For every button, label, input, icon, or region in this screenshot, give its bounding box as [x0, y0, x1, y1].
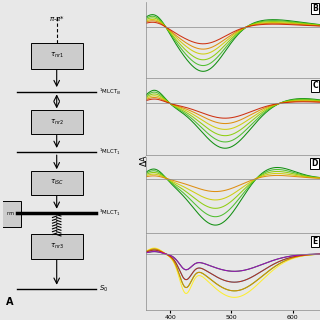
Text: ΔA: ΔA	[140, 154, 149, 166]
Text: C: C	[312, 82, 318, 91]
Text: E: E	[313, 237, 318, 246]
Text: A: A	[6, 297, 13, 307]
Text: B: B	[312, 4, 318, 13]
FancyBboxPatch shape	[31, 234, 83, 259]
Text: $\tau_{nr1}$: $\tau_{nr1}$	[50, 51, 64, 60]
Text: $^1$MLCT$_N$: $^1$MLCT$_N$	[99, 86, 122, 97]
Text: nm: nm	[6, 211, 14, 216]
Text: $\tau_{ISC}$: $\tau_{ISC}$	[50, 178, 64, 187]
Text: $\pi$-$\pi$*: $\pi$-$\pi$*	[49, 14, 65, 23]
Text: $^1$MLCT$_1$: $^1$MLCT$_1$	[99, 147, 121, 157]
Text: $^3$MLCT$_1$: $^3$MLCT$_1$	[99, 208, 121, 218]
FancyBboxPatch shape	[31, 110, 83, 134]
Text: $\tau_{nr2}$: $\tau_{nr2}$	[50, 117, 64, 126]
FancyBboxPatch shape	[31, 171, 83, 195]
Text: $S_0$: $S_0$	[99, 284, 108, 294]
FancyBboxPatch shape	[31, 43, 83, 69]
Text: D: D	[311, 159, 318, 168]
Text: $\tau_{nr3}$: $\tau_{nr3}$	[50, 242, 64, 251]
FancyBboxPatch shape	[0, 201, 21, 227]
